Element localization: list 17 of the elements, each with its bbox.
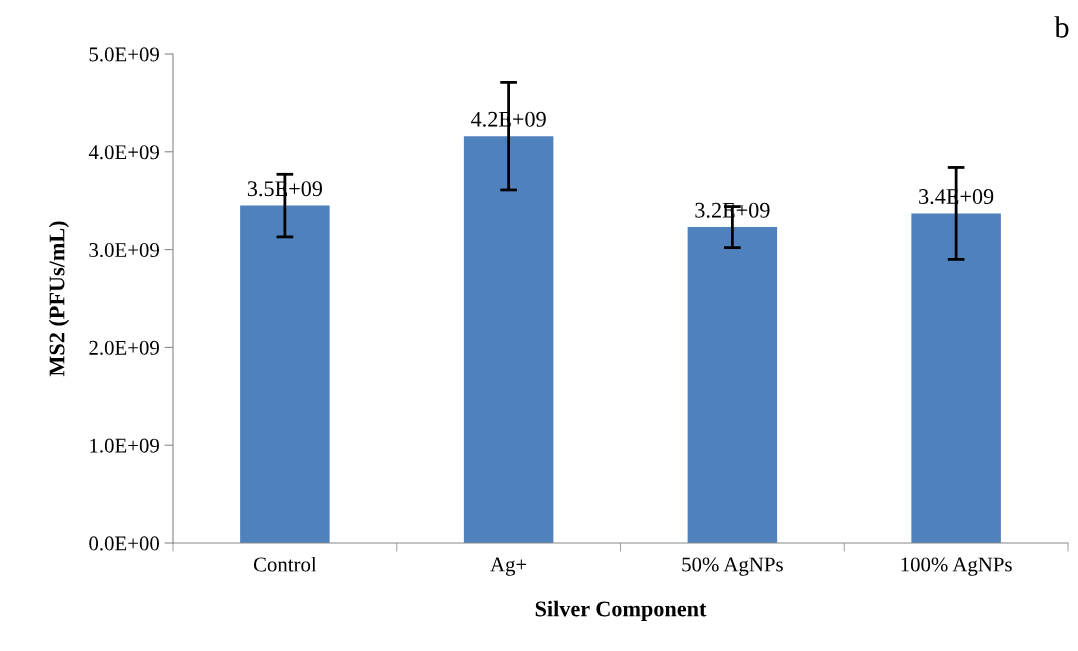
text: b <box>1054 16 1069 38</box>
bar <box>687 227 778 543</box>
y-tick-label: 0.0E+00 <box>89 536 160 551</box>
bar <box>911 213 1001 543</box>
y-axis-title: MS2 (PFUs/mL) <box>48 221 70 377</box>
x-tick-label: 50% AgNPs <box>682 557 783 576</box>
x-tick-label: 100% AgNPs <box>901 557 1012 576</box>
x-axis-title: Silver Component <box>535 600 707 621</box>
y-tick-label: 2.0E+09 <box>89 340 159 355</box>
x-tick-label: Control <box>253 556 317 572</box>
y-tick-label: 1.0E+09 <box>90 438 159 453</box>
y-tick-label: 3.0E+09 <box>89 242 159 258</box>
y-tick-label: 4.0E+09 <box>88 145 159 160</box>
bar <box>240 205 330 543</box>
y-tick-label: 5.0E+09 <box>89 47 159 62</box>
x-tick-label: Ag+ <box>490 557 527 576</box>
bar <box>463 136 554 543</box>
